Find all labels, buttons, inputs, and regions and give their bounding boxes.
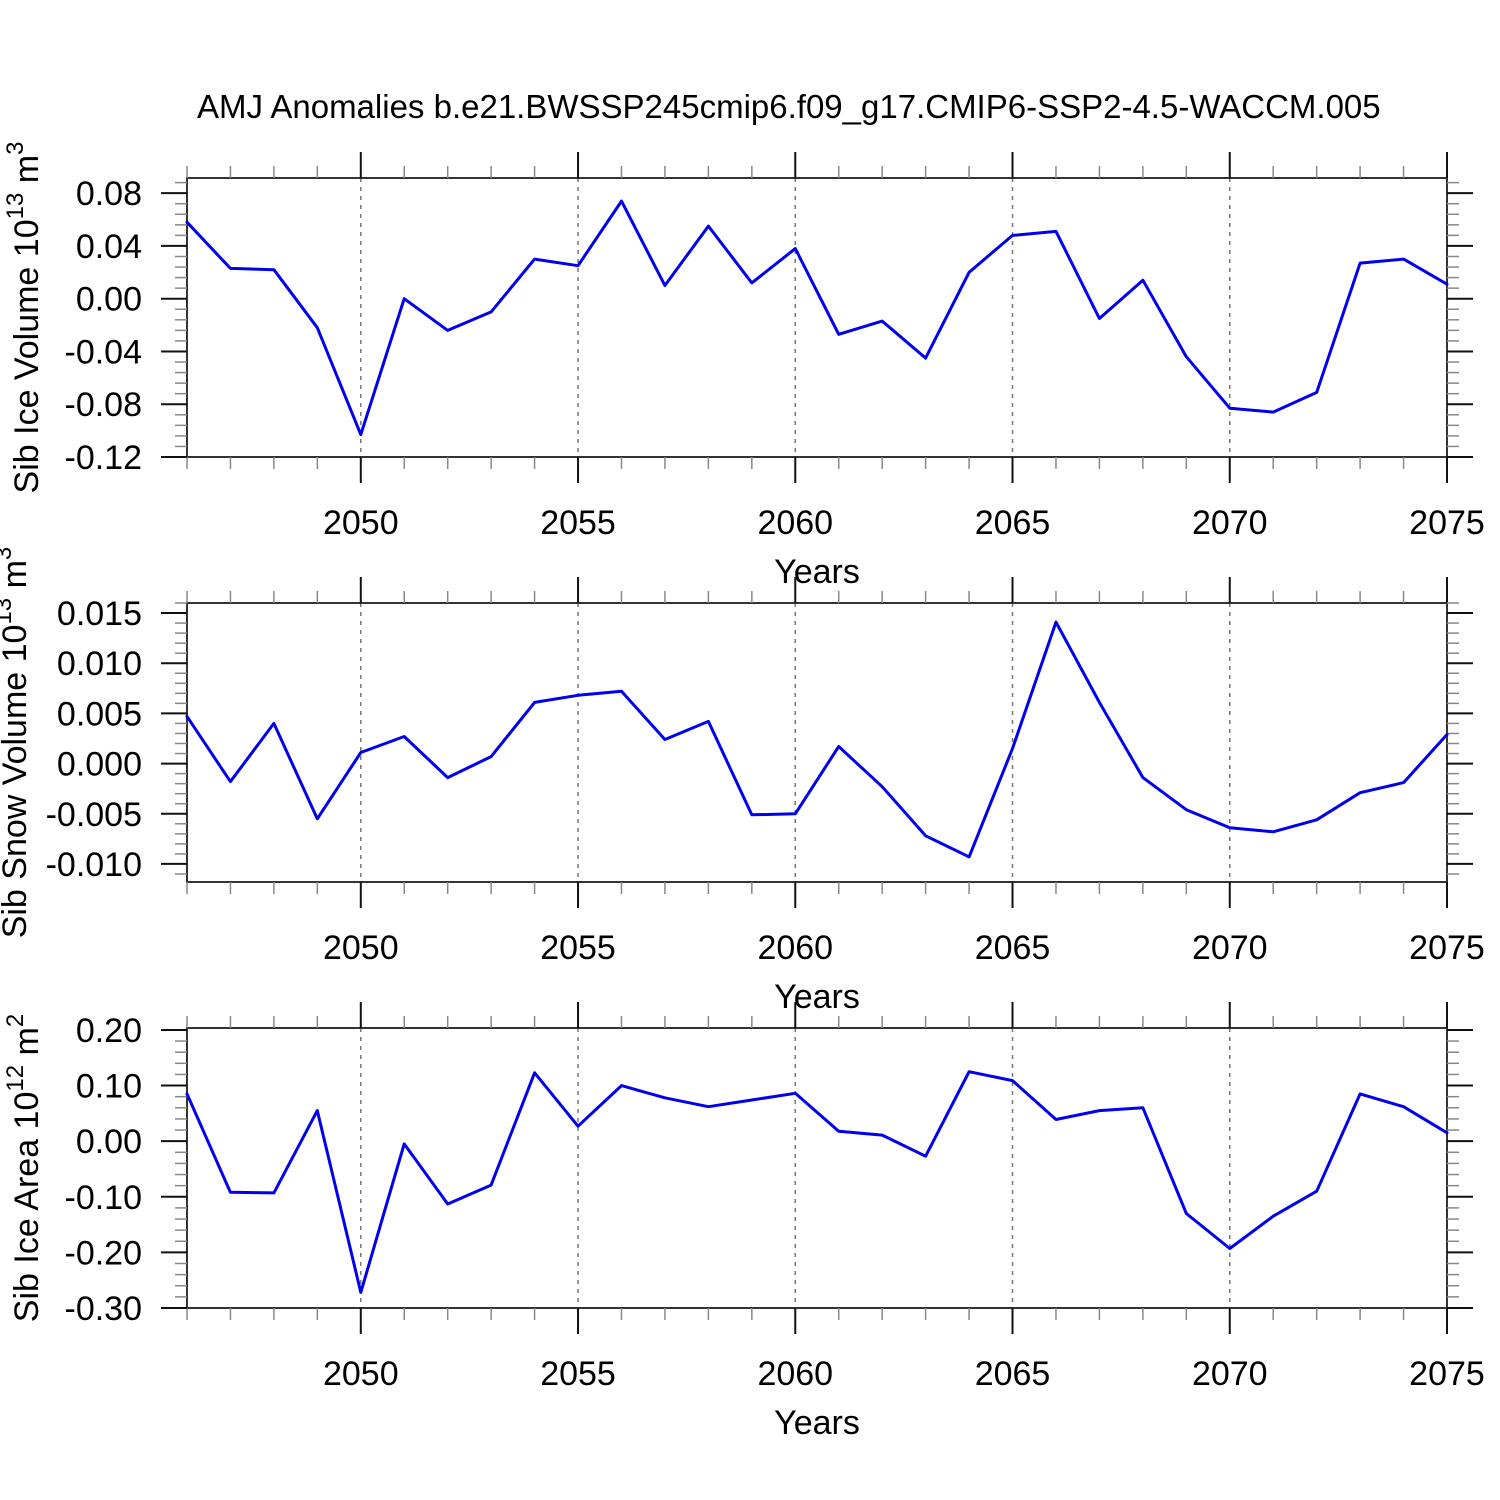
sib-ice-volume-data-line <box>185 199 1449 437</box>
y-tick-label: 0.10 <box>76 1068 142 1106</box>
x-tick-label: 2075 <box>1409 504 1485 542</box>
y-tick-label: -0.010 <box>46 846 142 884</box>
plot-frame <box>186 1027 1448 1309</box>
x-tick-label: 2055 <box>540 1355 616 1393</box>
x-axis-title: Years <box>774 978 860 1016</box>
y-tick-label: 0.010 <box>57 645 142 683</box>
sib-snow-volume-panel: 2050 2055 2060 2065 2070 2075 0.015 0.010 0.005 0… <box>0 547 1485 1016</box>
y-tick-label: -0.20 <box>65 1234 143 1272</box>
x-axis-title: Years <box>774 553 860 591</box>
x-tick-label: 2050 <box>323 1355 399 1393</box>
x-axis-title: Years <box>774 1404 860 1442</box>
y-tick-label: 0.000 <box>57 746 142 784</box>
x-tick-label: 2065 <box>975 504 1051 542</box>
x-tick-label: 2065 <box>975 1355 1051 1393</box>
y-tick-label: 0.00 <box>76 1123 142 1161</box>
x-tick-label: 2055 <box>540 929 616 967</box>
x-tick-label: 2075 <box>1409 929 1485 967</box>
y-tick-label: -0.005 <box>46 796 142 834</box>
x-tick-label: 2075 <box>1409 1355 1485 1393</box>
x-tick-label: 2055 <box>540 504 616 542</box>
y-tick-label: -0.04 <box>65 333 143 371</box>
sib-ice-volume-panel: 2050 2055 2060 2065 2070 2075 0.08 0.04 0.00 -0.0… <box>2 142 1485 591</box>
sib-snow-volume-data-line <box>185 620 1449 859</box>
x-tick-label: 2070 <box>1192 1355 1268 1393</box>
y-axis-title: Sib Snow Volume 1013 m3 <box>0 547 34 939</box>
sib-ice-area-data-line <box>185 1070 1449 1294</box>
y-tick-label: -0.30 <box>65 1290 143 1328</box>
plot-frame <box>186 177 1448 458</box>
x-tick-label: 2060 <box>757 929 833 967</box>
x-tick-label: 2060 <box>757 1355 833 1393</box>
sib-ice-area-panel: 2050 2055 2060 2065 2070 2075 0.20 0.10 0.00 -0.1… <box>2 1002 1485 1442</box>
x-tick-label: 2060 <box>757 504 833 542</box>
x-tick-label: 2050 <box>323 504 399 542</box>
y-tick-label: 0.04 <box>76 228 142 266</box>
panels-group: 2050 2055 2060 2065 2070 2075 0.08 0.04 0.00 -0.0… <box>0 142 1485 1442</box>
x-tick-label: 2065 <box>975 929 1051 967</box>
y-tick-label: 0.20 <box>76 1012 142 1050</box>
y-axis-title: Sib Ice Volume 1013 m3 <box>2 142 46 494</box>
plot-frame <box>186 602 1448 883</box>
y-tick-label: 0.005 <box>57 695 142 733</box>
y-tick-label: -0.10 <box>65 1179 143 1217</box>
x-tick-label: 2050 <box>323 929 399 967</box>
y-axis-title: Sib Ice Area 1012 m2 <box>2 1014 46 1322</box>
chart-title: AMJ Anomalies b.e21.BWSSP245cmip6.f09_g1… <box>197 88 1381 125</box>
x-tick-label: 2070 <box>1192 929 1268 967</box>
y-tick-label: 0.08 <box>76 175 142 213</box>
y-tick-label: 0.015 <box>57 595 142 633</box>
y-tick-label: -0.08 <box>65 386 143 424</box>
y-tick-label: 0.00 <box>76 281 142 319</box>
y-tick-label: -0.12 <box>65 439 143 477</box>
x-tick-label: 2070 <box>1192 504 1268 542</box>
